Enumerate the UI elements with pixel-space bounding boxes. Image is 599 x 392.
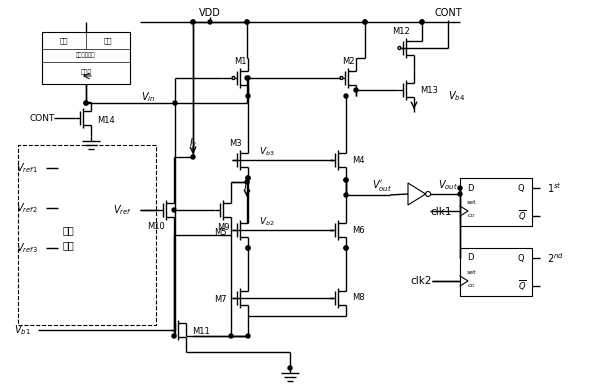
Text: 逻辑: 逻辑: [62, 240, 74, 250]
Text: M13: M13: [420, 85, 438, 94]
Text: CONT: CONT: [30, 114, 55, 123]
Bar: [460, 178, 532, 226]
Circle shape: [246, 246, 250, 250]
Text: M8: M8: [352, 294, 365, 303]
Circle shape: [344, 178, 348, 182]
Text: $V_{b4}$: $V_{b4}$: [448, 89, 465, 103]
Text: $V_{b1}$: $V_{b1}$: [14, 323, 31, 337]
Text: set: set: [467, 270, 477, 274]
Circle shape: [245, 180, 249, 184]
Circle shape: [191, 155, 195, 159]
Circle shape: [191, 20, 195, 24]
Circle shape: [458, 192, 462, 196]
Text: M3: M3: [229, 138, 241, 147]
Text: 控制: 控制: [62, 225, 74, 235]
Circle shape: [172, 208, 176, 212]
Text: M12: M12: [392, 27, 410, 36]
Circle shape: [245, 76, 249, 80]
Text: VDD: VDD: [199, 8, 221, 18]
Text: M9: M9: [217, 223, 229, 232]
Text: M14: M14: [97, 116, 115, 125]
Circle shape: [172, 334, 176, 338]
Text: M2: M2: [342, 56, 354, 65]
Text: $V_{ref}$: $V_{ref}$: [113, 203, 131, 217]
Circle shape: [229, 334, 233, 338]
Bar: [18, 145, 156, 325]
Circle shape: [173, 101, 177, 105]
Circle shape: [246, 176, 250, 180]
Text: 破区: 破区: [60, 38, 68, 44]
Text: M6: M6: [352, 225, 365, 234]
Text: Q: Q: [518, 254, 525, 263]
Text: $\overline{Q}$: $\overline{Q}$: [518, 209, 527, 223]
Text: set: set: [467, 200, 477, 205]
Text: $V_{in}$: $V_{in}$: [141, 90, 155, 104]
Text: $V_{ref1}$: $V_{ref1}$: [16, 161, 38, 175]
Text: Q: Q: [518, 183, 525, 192]
Circle shape: [245, 20, 249, 24]
Text: $V_{b3}$: $V_{b3}$: [259, 146, 275, 158]
Text: M10: M10: [147, 221, 165, 230]
Circle shape: [344, 246, 348, 250]
Circle shape: [420, 20, 424, 24]
Circle shape: [458, 186, 462, 190]
Circle shape: [344, 246, 348, 250]
Text: 参考层: 参考层: [80, 69, 92, 75]
Circle shape: [363, 20, 367, 24]
Text: $c_D$: $c_D$: [467, 282, 476, 290]
Text: $I_1$: $I_1$: [243, 181, 251, 195]
Text: CONT: CONT: [434, 8, 462, 18]
Text: M7: M7: [214, 296, 227, 305]
Circle shape: [245, 20, 249, 24]
Circle shape: [208, 20, 212, 24]
Text: clk1: clk1: [430, 207, 452, 217]
Text: D: D: [467, 183, 473, 192]
Circle shape: [84, 101, 88, 105]
Text: $V_{ref3}$: $V_{ref3}$: [16, 241, 38, 255]
Text: M5: M5: [214, 227, 227, 236]
Bar: [42, 32, 130, 84]
Text: $V_{out}$: $V_{out}$: [438, 178, 458, 192]
Text: $V_{ref2}$: $V_{ref2}$: [16, 201, 38, 215]
Circle shape: [246, 76, 250, 80]
Circle shape: [363, 20, 367, 24]
Circle shape: [246, 176, 250, 180]
Circle shape: [191, 20, 195, 24]
Text: $I_2$: $I_2$: [189, 136, 197, 150]
Text: $V_{out}'$: $V_{out}'$: [372, 178, 392, 192]
Circle shape: [420, 20, 424, 24]
Text: D: D: [467, 254, 473, 263]
Text: 欠区: 欠区: [104, 38, 112, 44]
Circle shape: [246, 246, 250, 250]
Text: $c_D$: $c_D$: [467, 212, 476, 220]
Text: $\overline{Q}$: $\overline{Q}$: [518, 278, 527, 294]
Text: M4: M4: [352, 156, 365, 165]
Circle shape: [344, 178, 348, 182]
Circle shape: [246, 334, 250, 338]
Text: $2^{nd}$: $2^{nd}$: [547, 251, 564, 265]
Text: M1: M1: [234, 56, 246, 65]
Circle shape: [288, 366, 292, 370]
Text: $V_{b2}$: $V_{b2}$: [259, 216, 275, 228]
Circle shape: [344, 94, 348, 98]
Text: $1^{st}$: $1^{st}$: [547, 181, 562, 195]
Circle shape: [354, 88, 358, 92]
Bar: [460, 248, 532, 296]
Text: M11: M11: [192, 327, 210, 336]
Text: 氧化膜氧化层: 氧化膜氧化层: [76, 52, 96, 58]
Text: clk2: clk2: [410, 276, 431, 286]
Circle shape: [84, 101, 88, 105]
Circle shape: [246, 94, 250, 98]
Circle shape: [344, 193, 348, 197]
